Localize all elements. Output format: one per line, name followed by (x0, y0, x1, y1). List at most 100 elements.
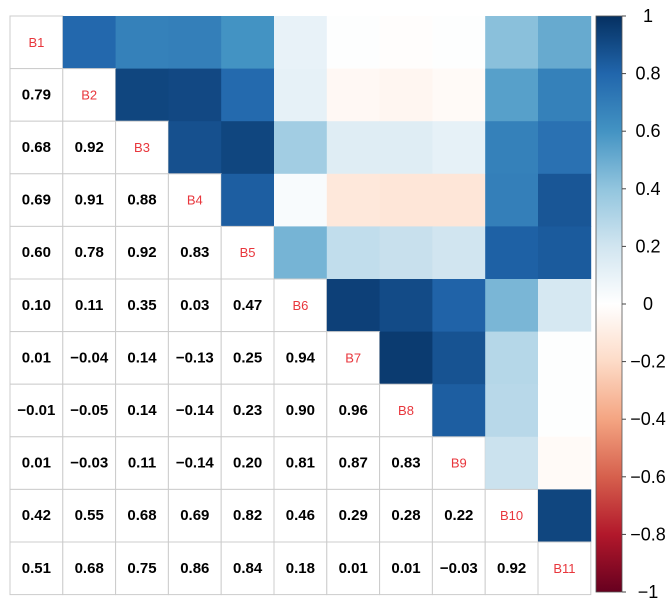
correlation-value: 0.14 (127, 349, 157, 366)
heatmap-cell-B7-B10 (485, 331, 539, 385)
heatmap-cell-B9-B4 (167, 436, 222, 490)
correlation-value: 0.25 (233, 349, 262, 366)
heatmap-cell-B7-B11 (538, 331, 592, 385)
heatmap-cell-B3-B6 (274, 121, 328, 175)
heatmap-cell-B6-B2 (62, 278, 117, 333)
heatmap-cell-B9-B2 (62, 436, 117, 490)
colorbar-ticks: 1 0.8 0.6 0.4 0.2 0 −0.2 −0.4 −0.6 −0.8 −1 (622, 6, 666, 601)
colorbar-tick-label: −0.6 (630, 467, 666, 487)
heatmap-cell-B6-B3 (115, 278, 169, 333)
correlation-value: 0.03 (180, 297, 209, 314)
heatmap-cell-B4-B6 (274, 173, 328, 227)
correlation-value: 0.90 (286, 402, 315, 419)
correlation-value: 0.68 (75, 560, 104, 577)
heatmap-cell-B7-B8 (379, 331, 433, 385)
heatmap-cell-B4-B7 (326, 173, 380, 227)
correlation-value: 0.94 (286, 349, 316, 366)
correlation-value: −0.03 (70, 455, 108, 472)
correlation-value: 0.51 (22, 560, 51, 577)
heatmap-cell-B8-B10 (485, 384, 539, 438)
heatmap-cell-B5-B11 (538, 226, 592, 280)
colorbar-tick-label: −1 (638, 582, 659, 601)
heatmap-cell-B3-B5 (221, 121, 275, 175)
variable-label: B2 (81, 87, 97, 102)
heatmap-cell-B3-B11 (538, 121, 592, 175)
correlation-value: 0.28 (391, 507, 420, 524)
heatmap-cell-B2-B6 (274, 68, 328, 122)
correlation-value: 0.68 (127, 507, 156, 524)
heatmap-cell-B5-B7 (326, 226, 380, 280)
heatmap-cell-B11-B4 (167, 541, 222, 596)
correlation-value: 0.20 (233, 455, 262, 472)
heatmap-cell-B11-B8 (379, 541, 433, 596)
heatmap-cell-B4-B2 (62, 173, 117, 227)
correlation-value: 0.88 (127, 192, 156, 209)
heatmap-cell-B2-B5 (221, 68, 275, 122)
correlation-value: 0.83 (180, 244, 209, 261)
heatmap-cell-B6-B11 (538, 279, 592, 332)
variable-label: B7 (345, 350, 361, 365)
correlation-value: 0.60 (22, 244, 51, 261)
correlation-value: 0.01 (22, 455, 51, 472)
correlation-value: −0.05 (70, 402, 108, 419)
heatmap-cell-B11-B1 (9, 541, 64, 596)
heatmap-cell-B1-B5 (221, 16, 275, 69)
heatmap-cell-B11-B2 (62, 541, 117, 596)
heatmap-cell-B2-B9 (432, 68, 486, 122)
heatmap-cell-B1-B2 (62, 16, 116, 69)
correlation-value: 0.69 (22, 192, 51, 209)
colorbar-tick-label: 0.4 (635, 179, 660, 199)
heatmap-cell-B3-B7 (326, 121, 380, 175)
heatmap-cell-B9-B3 (115, 436, 169, 490)
variable-label: B6 (292, 298, 308, 313)
heatmap-cell-B8-B1 (9, 383, 64, 438)
correlation-value: 0.42 (22, 507, 51, 524)
heatmap-cell-B4-B9 (432, 173, 486, 227)
heatmap-cell-B2-B3 (115, 68, 169, 122)
colorbar-gradient (595, 15, 623, 593)
heatmap-cell-B5-B5 (220, 225, 275, 280)
colorbar-tick-label: 0.8 (635, 64, 660, 84)
correlation-value: −0.01 (17, 402, 55, 419)
colorbar-tick-label: −0.4 (630, 409, 666, 429)
variable-label: B10 (500, 508, 523, 523)
heatmap-cell-B9-B1 (9, 436, 64, 490)
correlation-value: 0.86 (180, 560, 209, 577)
heatmap-cell-B9-B5 (220, 436, 275, 490)
heatmap-cell-B11-B9 (431, 541, 486, 596)
colorbar-tick-label: −0.8 (630, 524, 666, 544)
correlation-value: 0.92 (497, 560, 526, 577)
correlation-value: 0.92 (75, 139, 104, 156)
correlation-value: 0.96 (339, 402, 368, 419)
heatmap-cell-B7-B9 (432, 331, 486, 385)
heatmap-cell-B10-B7 (326, 488, 381, 543)
heatmap-cell-B7-B3 (115, 331, 169, 385)
heatmap-cell-B4-B8 (379, 173, 433, 227)
heatmap-cell-B1-B11 (538, 16, 592, 69)
heatmap-cell-B9-B11 (538, 436, 592, 490)
heatmap-cell-B9-B10 (485, 436, 539, 490)
colorbar-tick-label: −0.2 (630, 352, 666, 372)
heatmap-cell-B1-B3 (115, 16, 169, 69)
heatmap-cell-B5-B4 (167, 225, 222, 280)
correlation-value: 0.81 (286, 455, 315, 472)
correlation-value: 0.79 (22, 86, 51, 103)
heatmap-cell-B3-B2 (62, 120, 117, 175)
correlation-value: −0.14 (176, 455, 215, 472)
correlation-value: 0.23 (233, 402, 262, 419)
heatmap-cell-B1-B9 (432, 16, 486, 69)
heatmap-cell-B2-B8 (379, 68, 433, 122)
heatmap-cell-B1-B8 (379, 16, 433, 69)
heatmap-cell-B7-B2 (62, 331, 117, 385)
heatmap-cell-B6-B1 (9, 278, 64, 333)
correlation-value: 0.22 (444, 507, 473, 524)
heatmap-cell-B4-B10 (485, 173, 539, 227)
heatmap-cell-B6-B10 (485, 279, 539, 332)
colorbar-tick-label: 1 (643, 6, 653, 26)
heatmap-cell-B11-B6 (273, 541, 328, 596)
heatmap-cell-B8-B7 (326, 383, 381, 438)
heatmap-cell-B9-B6 (273, 436, 328, 490)
correlation-value: 0.78 (75, 244, 104, 261)
heatmap-cell-B5-B2 (62, 225, 117, 280)
heatmap-cell-B6-B8 (379, 279, 433, 332)
